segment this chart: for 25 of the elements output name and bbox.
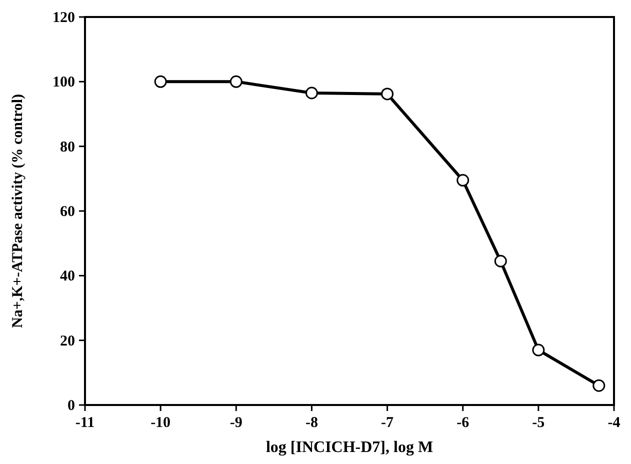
y-tick-label: 20 xyxy=(60,333,75,350)
point xyxy=(305,86,318,100)
point xyxy=(494,254,507,268)
y-axis-title: Na+,K+-ATPase activity (% control) xyxy=(10,94,26,328)
x-tick-label: -9 xyxy=(230,415,242,431)
x-tick-label: -4 xyxy=(608,415,621,431)
x-tick-label: -8 xyxy=(305,415,318,431)
y-tick-label: 120 xyxy=(52,10,75,26)
x-tick-label: -5 xyxy=(532,415,545,431)
x-tick-label: -7 xyxy=(381,415,394,431)
x-axis-title: log [INCICH-D7], log M xyxy=(266,439,434,456)
y-tick-label: 80 xyxy=(60,139,75,156)
x-tick-label: -6 xyxy=(456,415,470,431)
x-tick-label: -10 xyxy=(150,415,171,431)
point xyxy=(592,379,606,392)
point xyxy=(154,75,167,88)
point xyxy=(456,174,470,187)
y-tick-label: 40 xyxy=(60,268,75,285)
x-tick-label: -11 xyxy=(75,415,95,431)
point xyxy=(532,344,545,356)
y-tick-label: 0 xyxy=(68,398,75,414)
y-tick-label: 60 xyxy=(60,204,75,220)
y-tick-label: 100 xyxy=(52,74,75,91)
point xyxy=(381,88,394,100)
point xyxy=(230,75,242,88)
